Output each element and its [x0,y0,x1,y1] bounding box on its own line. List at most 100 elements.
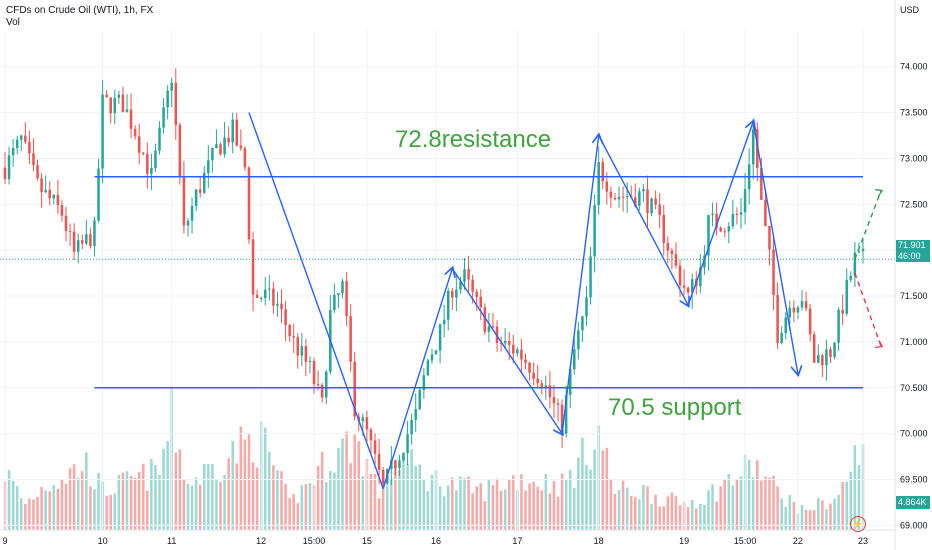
volume-bar [808,510,812,530]
candle-body [646,189,649,214]
candle-body [215,144,218,148]
volume-bar [28,498,31,530]
bar-countdown: 46:00 [898,251,921,261]
volume-bar [589,469,592,530]
symbol-title[interactable]: CFDs on Crude Oil (WTI), 1h, FX [6,5,154,16]
candle-body [7,155,11,180]
candle-body [446,290,450,320]
candle-body [593,205,596,257]
volume-bar [390,479,393,530]
candle-body [463,269,466,282]
candle-body [756,129,759,169]
candle-body [524,359,527,363]
drawing-lines [0,112,895,489]
grid [0,30,895,530]
volume-bar [402,455,405,530]
time-tick-label: 23 [858,536,868,546]
volume-bar [255,467,259,530]
candle-body [479,296,483,308]
volume-bar [349,463,352,530]
candle-body [398,460,401,469]
volume-bar [442,496,446,530]
candle-body [56,194,60,206]
volume-bar [272,465,275,530]
volume-bar [479,483,483,530]
volume-bar [556,496,560,530]
candle-body [471,279,474,292]
volume-bar [235,463,239,530]
candle-body [227,137,230,143]
candle-body [333,294,336,310]
candle-body [585,297,588,317]
volume-bar [772,475,775,530]
candle-body [162,107,165,128]
candle-body [15,139,19,149]
candle-body [308,360,312,362]
candle-body [666,242,670,251]
price-tick-label: 69.000 [900,520,928,530]
candle-body [320,384,324,398]
time-tick-label: 12 [256,536,266,546]
candle-body [491,326,495,328]
volume-bar [735,478,739,530]
lightning-icon[interactable]: ⚡ [850,516,866,532]
volume-bar [202,464,206,530]
volume-bar [320,451,324,530]
candle-body [837,309,840,343]
volume-bar [646,486,649,530]
candle-body [548,385,552,398]
volume-bar [674,496,678,530]
candle-body [829,349,832,357]
candle-body [422,375,426,391]
volume-indicator-label[interactable]: Vol [6,17,20,28]
candle-body [292,336,295,338]
volume-bar [573,488,576,530]
volume-bar [422,478,426,530]
volume-bar [11,480,15,530]
candle-body [101,94,104,169]
candle-body [743,189,747,213]
candle-body [276,303,279,306]
candle-body [430,354,434,361]
candle-body [438,324,442,351]
volume-bar [507,478,511,530]
candle-body [528,362,531,373]
candle-body [235,119,239,146]
candle-body [609,191,613,198]
candle-body [394,460,397,469]
volume-bar [194,477,198,530]
volume-bar [174,452,178,530]
volume-bar [20,498,23,530]
volume-bar [186,483,190,530]
candle-body [739,212,743,215]
volume-bar [764,476,767,530]
price-axis: 74.00073.50073.00072.50072.00071.50071.0… [894,0,928,550]
volume-bar [377,498,381,530]
volume-bar [540,490,544,530]
volume-bar [36,496,39,530]
candle-body [211,147,214,161]
volume-bar [243,439,247,530]
candle-body [28,141,31,154]
volume-bar [300,485,304,530]
volume-bar [491,485,495,530]
wave-segment [598,135,688,306]
candle-body [170,82,173,91]
candle-body [849,275,853,280]
volume-bar [398,470,401,530]
volume-bar [463,477,466,530]
volume-bar [544,473,548,530]
candle-body [434,350,438,355]
volume-bar [345,431,348,530]
volume-bar [166,441,169,530]
volume-bar [438,486,442,530]
volume-bar [15,486,19,530]
candle-body [617,196,621,200]
time-tick-label: 9 [2,536,7,546]
price-tick-label: 70.500 [900,383,928,393]
wave-segment [752,121,798,374]
volume-bar [784,507,787,530]
volume-bar [158,474,161,530]
volume-bar [625,487,629,530]
